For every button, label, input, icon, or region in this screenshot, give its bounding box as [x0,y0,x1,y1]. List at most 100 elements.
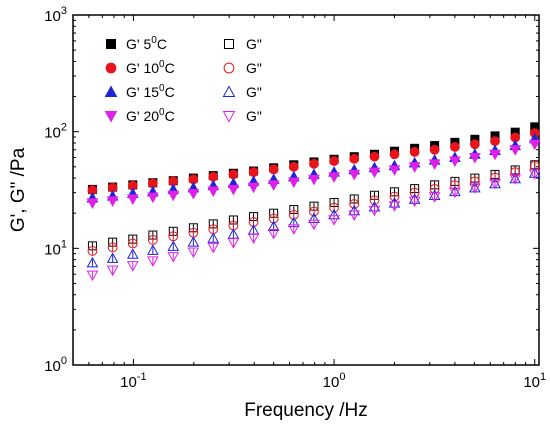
data-point [490,136,500,147]
data-point [267,180,280,191]
data-point [509,174,522,185]
data-point [348,169,361,181]
data-point [369,151,380,162]
legend-label: G" [246,84,262,100]
data-point [449,156,461,168]
x-tick-label: 101 [523,371,546,391]
legend-marker [223,62,235,74]
data-point [449,187,461,199]
legend: G' 50C G' 100C G' 150C G' 200C G" G" G" G" [104,35,262,124]
legend-marker [222,85,236,97]
data-point [187,247,200,259]
data-point [489,178,501,190]
data-point [348,210,361,222]
data-point [469,139,480,150]
data-point [388,165,401,176]
y-axis-title: G', G" /Pa [8,147,29,232]
data-point [187,236,200,247]
data-point [248,217,259,227]
data-point [428,159,441,170]
data-point [167,252,180,263]
data-point [408,196,421,208]
data-point [329,156,339,166]
legend-marker [222,111,236,123]
legend-label: G' 200C [126,107,175,124]
legend-label: G' 100C [126,59,175,76]
x-tick-label: 100 [323,371,346,391]
data-point [167,240,180,251]
data-point [449,142,460,152]
x-axis-title: Frequency /Hz [244,400,368,421]
data-point [106,196,119,207]
legend-label: G" [246,108,262,124]
data-point [268,213,279,224]
data-point [147,192,159,204]
data-point [247,233,260,244]
data-point [309,158,319,169]
data-point [368,205,381,217]
data-point [126,248,139,259]
data-point [227,238,240,249]
data-point [287,224,300,235]
data-point [87,246,98,256]
data-point [147,244,159,255]
data-point [106,265,119,277]
data-point [528,139,541,151]
data-point [368,167,381,179]
series-7 [86,139,541,209]
data-point [408,162,421,173]
legend-label: G" [246,36,262,52]
legend-marker [224,39,234,49]
data-point [248,167,259,178]
data-point [207,232,220,243]
data-point [227,184,240,196]
legend-marker [104,85,118,97]
data-point [328,172,340,183]
data-point [509,145,522,156]
data-point [308,174,320,186]
data-point [147,256,159,267]
data-point [268,164,279,175]
data-point [126,261,139,272]
data-point [267,229,280,240]
data-point [288,161,299,172]
legend-label: G" [246,60,262,76]
data-point [349,153,360,164]
data-point [247,182,260,194]
x-axis: 10-1 100 101 [72,15,546,391]
x-tick-label: 10-1 [120,371,146,391]
y-tick-label: 102 [44,122,67,142]
data-point [207,186,220,198]
data-point [187,189,200,200]
data-point [429,144,440,155]
legend-marker [106,39,116,49]
y-axis: 100 101 102 103 [44,5,539,375]
data-point [86,270,99,282]
legend-marker [105,62,117,74]
data-point [86,198,99,209]
data-point [428,192,441,203]
data-point [328,215,340,226]
legend-label: G' 50C [126,35,167,52]
data-point [469,183,481,194]
legend-marker [104,111,118,123]
y-tick-label: 103 [44,5,67,25]
data-point [107,242,118,253]
data-point [388,201,401,212]
data-point [127,238,138,249]
plot-frame [72,14,540,366]
data-point [528,169,541,180]
data-point [167,190,180,202]
data-point [308,219,320,231]
data-point [106,252,119,263]
data-point [126,194,139,205]
data-point [469,153,481,164]
data-point [489,149,501,161]
y-tick-label: 101 [44,238,67,258]
data-point [389,149,400,160]
data-point [207,242,220,254]
y-tick-label: 100 [44,355,67,375]
data-point [287,177,300,189]
series-3 [87,128,540,196]
